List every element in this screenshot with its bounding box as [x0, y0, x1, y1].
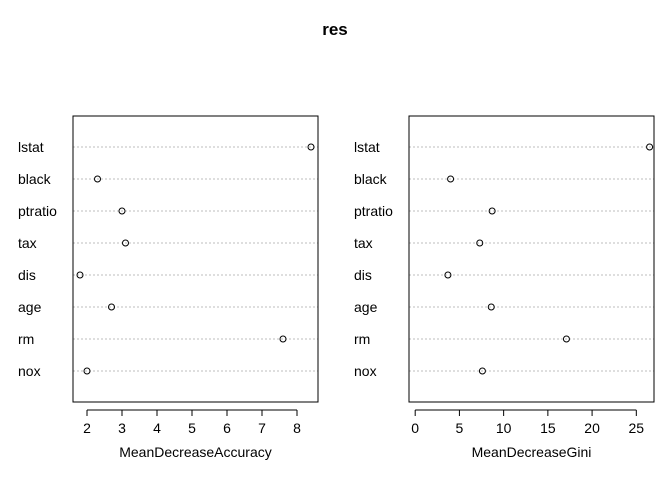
category-label: nox — [354, 363, 377, 379]
data-point — [94, 175, 101, 183]
chart-title: res — [322, 20, 348, 39]
category-label: lstat — [18, 139, 44, 155]
data-point — [307, 143, 315, 151]
x-tick-label: 7 — [258, 420, 266, 436]
data-point — [118, 207, 126, 215]
x-tick-label: 3 — [118, 420, 126, 436]
x-tick-label: 2 — [83, 420, 91, 436]
x-axis-label: MeanDecreaseAccuracy — [119, 444, 272, 460]
data-point — [562, 335, 570, 343]
category-label: age — [354, 299, 378, 315]
category-label: dis — [18, 267, 36, 283]
category-label: ptratio — [354, 203, 393, 219]
category-label: dis — [354, 267, 372, 283]
data-point — [444, 271, 452, 279]
plot-frame — [72, 115, 319, 403]
data-point — [83, 367, 91, 375]
data-point — [447, 175, 455, 183]
x-tick-label: 8 — [293, 420, 301, 436]
data-point — [488, 207, 496, 215]
x-tick-label: 20 — [584, 420, 600, 436]
x-tick-label: 6 — [223, 420, 231, 436]
category-label: black — [354, 171, 388, 187]
category-label: rm — [18, 331, 34, 347]
x-axis-label: MeanDecreaseGini — [472, 444, 592, 460]
data-point — [108, 303, 115, 311]
data-point — [478, 367, 486, 375]
category-label: nox — [18, 363, 41, 379]
data-point — [76, 271, 84, 279]
category-label: tax — [18, 235, 37, 251]
plot-frame — [408, 115, 655, 403]
panel-mean-decrease-gini: lstat black ptratio tax dis age rm nox 0 5 10 15 20 2… — [354, 115, 655, 460]
category-label: lstat — [354, 139, 380, 155]
x-tick-label: 0 — [411, 420, 419, 436]
category-label: black — [18, 171, 52, 187]
data-point — [476, 239, 484, 247]
x-tick-label: 25 — [629, 420, 645, 436]
category-label: age — [18, 299, 42, 315]
x-tick-label: 5 — [188, 420, 196, 436]
data-point — [487, 303, 495, 311]
x-tick-label: 15 — [540, 420, 556, 436]
data-point — [279, 335, 287, 343]
category-label: rm — [354, 331, 370, 347]
x-tick-label: 10 — [496, 420, 512, 436]
data-point — [122, 239, 129, 247]
category-label: tax — [354, 235, 373, 251]
category-label: ptratio — [18, 203, 57, 219]
data-point — [646, 143, 654, 151]
panel-mean-decrease-accuracy: lstat black ptratio tax dis age rm nox 2 3 4 5 6 7 8 Me… — [18, 115, 319, 460]
x-tick-label: 5 — [456, 420, 464, 436]
x-tick-label: 4 — [153, 420, 161, 436]
